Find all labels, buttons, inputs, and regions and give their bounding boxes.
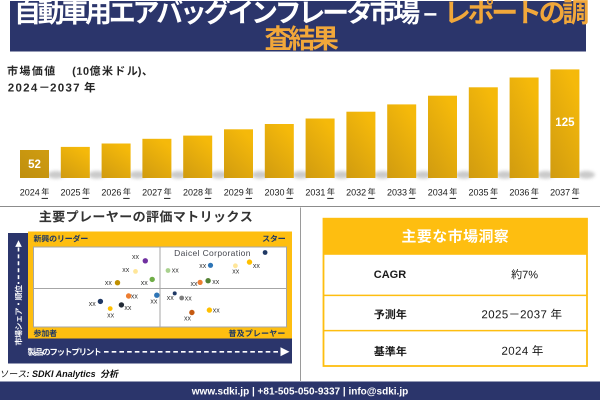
svg-text:xx: xx: [213, 308, 221, 315]
svg-text:xx: xx: [131, 294, 139, 301]
svg-text:2035: 2035: [469, 187, 489, 197]
svg-text:xx: xx: [172, 268, 180, 275]
svg-text:2029: 2029: [224, 187, 244, 197]
svg-text:xx: xx: [105, 280, 113, 287]
svg-text:xx: xx: [199, 263, 207, 270]
svg-text:2032: 2032: [346, 187, 366, 197]
svg-text:Daicel Corporation: Daicel Corporation: [174, 248, 251, 258]
svg-text:2037: 2037: [550, 187, 570, 197]
svg-text:2027: 2027: [142, 187, 162, 197]
svg-text:2030: 2030: [265, 187, 285, 197]
svg-text:2026: 2026: [101, 187, 121, 197]
svg-text:xx: xx: [191, 281, 199, 288]
svg-text:xx: xx: [150, 298, 158, 305]
svg-text:: SDKI Analytics: : SDKI Analytics: [27, 369, 96, 379]
svg-text:2028: 2028: [183, 187, 203, 197]
svg-text:xx: xx: [253, 263, 261, 270]
svg-text:www.sdki.jp | +81-505-050-9337: www.sdki.jp | +81-505-050-9337 | info@sd…: [191, 387, 408, 398]
svg-text:xx: xx: [167, 295, 175, 302]
svg-text:xx: xx: [141, 280, 149, 287]
svg-text:xx: xx: [212, 279, 220, 286]
svg-text:2031: 2031: [305, 187, 325, 197]
svg-text:2025: 2025: [61, 187, 81, 197]
svg-text:2036: 2036: [509, 187, 529, 197]
svg-text:xx: xx: [232, 269, 240, 276]
svg-text:xx: xx: [107, 313, 115, 320]
svg-text:xx: xx: [124, 305, 132, 312]
svg-text:125: 125: [555, 117, 575, 129]
svg-text:52: 52: [28, 159, 41, 171]
svg-text:2034: 2034: [428, 187, 448, 197]
svg-text:2033: 2033: [387, 187, 407, 197]
svg-text:xx: xx: [185, 295, 193, 302]
svg-text:xx: xx: [89, 301, 97, 308]
svg-text:xx: xx: [122, 267, 130, 274]
svg-text:xx: xx: [132, 254, 140, 261]
svg-text:CAGR: CAGR: [374, 269, 406, 281]
svg-text:2024: 2024: [20, 187, 40, 197]
svg-text:xx: xx: [184, 316, 192, 323]
